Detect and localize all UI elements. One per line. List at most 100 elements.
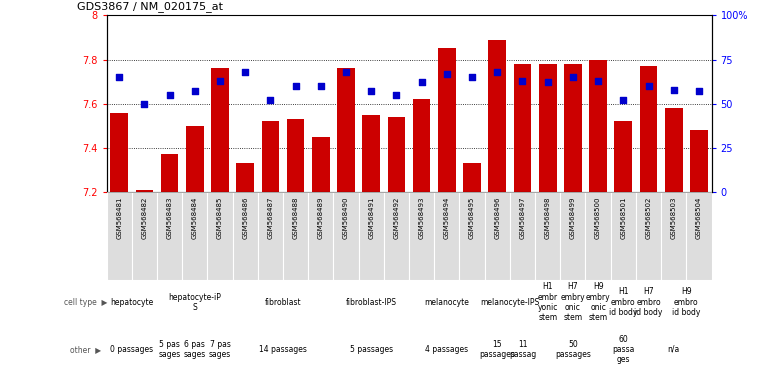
Point (139, 101, 151, 107)
Text: 60
passa
ges: 60 passa ges (612, 334, 635, 364)
Text: GSM568489: GSM568489 (318, 197, 324, 239)
Point (189, 88, 201, 94)
Bar (258, 192, 283, 280)
Text: 6 pas
sages: 6 pas sages (183, 340, 206, 359)
Text: GSM568485: GSM568485 (217, 197, 223, 239)
Text: 50
passages: 50 passages (555, 340, 591, 359)
Text: GSM568503: GSM568503 (670, 197, 677, 239)
Point (693, 88, 705, 94)
Text: GSM568486: GSM568486 (242, 197, 248, 239)
Text: GSM568484: GSM568484 (192, 197, 198, 239)
Bar (690, 130, 708, 192)
Point (517, 78, 529, 84)
Bar (640, 66, 658, 192)
Bar (132, 192, 157, 280)
Text: GSM568487: GSM568487 (267, 197, 273, 239)
Bar (610, 192, 636, 280)
Bar (589, 60, 607, 192)
Bar (412, 99, 431, 192)
Text: 11
passag: 11 passag (509, 340, 536, 359)
Point (491, 69, 503, 75)
Text: H9
embry
onic
stem: H9 embry onic stem (586, 282, 610, 323)
Bar (237, 163, 254, 192)
Text: GSM568495: GSM568495 (469, 197, 475, 239)
Text: GSM568504: GSM568504 (696, 197, 702, 239)
Text: n/a: n/a (667, 345, 680, 354)
Bar (110, 113, 128, 192)
Point (340, 69, 352, 75)
Text: GSM568488: GSM568488 (292, 197, 298, 239)
Point (567, 74, 579, 80)
Bar (514, 64, 531, 192)
Bar (308, 192, 333, 280)
Text: 7 pas
sages: 7 pas sages (209, 340, 231, 359)
Text: GSM568481: GSM568481 (116, 197, 123, 239)
Text: GSM568502: GSM568502 (645, 197, 651, 239)
Bar (287, 119, 304, 192)
Bar (283, 192, 308, 280)
Bar (438, 48, 456, 192)
Text: H7
embro
id body: H7 embro id body (635, 288, 663, 317)
Bar (435, 192, 460, 280)
Bar (485, 192, 510, 280)
Text: GSM568500: GSM568500 (595, 197, 601, 239)
Text: GSM568492: GSM568492 (393, 197, 400, 239)
Text: H1
embro
id body: H1 embro id body (609, 288, 638, 317)
Bar (262, 121, 279, 192)
Bar (337, 68, 355, 192)
Bar (539, 64, 556, 192)
Text: 5 pas
sages: 5 pas sages (158, 340, 180, 359)
Text: cell type  ▶: cell type ▶ (64, 298, 107, 307)
Point (592, 78, 604, 84)
Text: hepatocyte-iP
S: hepatocyte-iP S (168, 293, 221, 312)
Text: GDS3867 / NM_020175_at: GDS3867 / NM_020175_at (78, 1, 223, 12)
Point (239, 69, 251, 75)
Bar (107, 192, 132, 280)
Bar (564, 64, 581, 192)
Bar (614, 121, 632, 192)
Text: H1
embr
yonic
stem: H1 embr yonic stem (537, 282, 558, 323)
Text: fibroblast-IPS: fibroblast-IPS (345, 298, 396, 307)
Bar (182, 192, 207, 280)
Text: 0 passages: 0 passages (110, 345, 153, 354)
Text: hepatocyte: hepatocyte (110, 298, 154, 307)
Bar (186, 126, 204, 192)
Point (416, 79, 428, 86)
Bar (312, 137, 330, 192)
Text: GSM568497: GSM568497 (520, 197, 526, 239)
Text: melanocyte-IPS: melanocyte-IPS (480, 298, 540, 307)
Point (617, 97, 629, 103)
Bar (463, 163, 481, 192)
Text: GSM568491: GSM568491 (368, 197, 374, 239)
Text: GSM568499: GSM568499 (570, 197, 576, 239)
Text: GSM568493: GSM568493 (419, 197, 425, 239)
Text: GSM568498: GSM568498 (545, 197, 551, 239)
Bar (535, 192, 560, 280)
Text: 15
passages: 15 passages (479, 340, 515, 359)
Point (113, 74, 126, 80)
Bar (207, 192, 233, 280)
Text: fibroblast: fibroblast (265, 298, 301, 307)
Bar (585, 192, 610, 280)
Bar (161, 154, 178, 192)
Text: other  ▶: other ▶ (70, 345, 101, 354)
Bar (362, 115, 380, 192)
Text: GSM568496: GSM568496 (494, 197, 500, 239)
Bar (135, 190, 153, 192)
Bar (686, 192, 712, 280)
Point (264, 97, 276, 103)
Bar (665, 108, 683, 192)
Point (289, 83, 301, 89)
Point (164, 92, 176, 98)
Bar (157, 192, 182, 280)
Bar (560, 192, 585, 280)
Text: GSM568490: GSM568490 (343, 197, 349, 239)
Text: 4 passages: 4 passages (425, 345, 469, 354)
Point (441, 71, 453, 77)
Bar (333, 192, 358, 280)
Bar (233, 192, 258, 280)
Point (390, 92, 403, 98)
Bar (489, 40, 506, 192)
Text: melanocyte: melanocyte (425, 298, 470, 307)
Bar (358, 192, 384, 280)
